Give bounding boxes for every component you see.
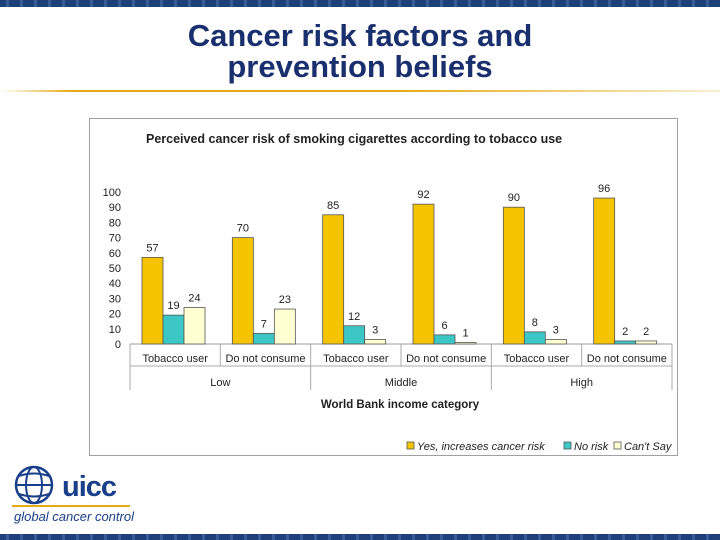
- data-label-s2-c3: 1: [462, 327, 468, 339]
- data-label-s2-c4: 3: [553, 324, 559, 336]
- bar-s0-c2: [322, 214, 345, 345]
- x-tick-label-5: Do not consume: [587, 353, 667, 365]
- x-tick-label-0: Tobacco user: [142, 353, 208, 365]
- logo-wordmark: uicc: [62, 471, 117, 503]
- y-tick-label-4: 40: [109, 278, 121, 290]
- bar-s0-c1: [231, 237, 254, 345]
- data-label-s1-c4: 8: [532, 317, 538, 329]
- data-label-s0-c3: 92: [417, 189, 429, 201]
- bar-s0-c5: [593, 197, 616, 345]
- y-tick-label-9: 90: [109, 202, 121, 214]
- slide-title-line-1: Cancer risk factors and: [187, 18, 533, 53]
- data-label-s1-c2: 12: [348, 311, 360, 323]
- data-label-s0-c1: 70: [237, 223, 249, 235]
- chart-title: Perceived cancer risk of smoking cigaret…: [146, 132, 562, 146]
- legend-label-1: No risk: [574, 441, 609, 453]
- y-tick-label-6: 60: [109, 248, 121, 260]
- data-label-s2-c0: 24: [188, 293, 200, 305]
- bar-s1-c0: [162, 314, 185, 345]
- data-label-s2-c2: 3: [372, 324, 378, 336]
- bar-s1-c4: [523, 331, 546, 345]
- title-underline: [0, 90, 720, 92]
- x-axis-label: World Bank income category: [321, 399, 480, 411]
- group-label-0: Low: [210, 377, 230, 389]
- bar-s1-c1: [252, 332, 275, 345]
- bar-s2-c0: [183, 307, 206, 345]
- data-label-s0-c4: 90: [508, 192, 520, 204]
- legend-swatch-2: [613, 441, 622, 450]
- slide-title-line-2: prevention beliefs: [227, 49, 493, 84]
- x-tick-label-2: Tobacco user: [323, 353, 389, 365]
- y-tick-label-1: 10: [109, 324, 121, 336]
- y-tick-label-3: 30: [109, 293, 121, 305]
- data-label-s1-c3: 6: [441, 320, 447, 332]
- globe-icon: [14, 465, 54, 505]
- data-label-s2-c1: 23: [279, 294, 291, 306]
- logo-divider: [12, 505, 130, 507]
- y-tick-label-10: 100: [103, 187, 121, 199]
- data-label-s1-c5: 2: [622, 326, 628, 338]
- x-tick-label-3: Do not consume: [406, 353, 486, 365]
- bottom-border-stripe: [0, 534, 720, 540]
- bar-s0-c4: [502, 206, 525, 345]
- y-tick-label-8: 80: [109, 217, 121, 229]
- data-label-s1-c0: 19: [167, 300, 179, 312]
- bar-chart: Perceived cancer risk of smoking cigaret…: [103, 132, 673, 453]
- data-label-s0-c5: 96: [598, 183, 610, 195]
- x-tick-label-4: Tobacco user: [504, 353, 570, 365]
- x-tick-label-1: Do not consume: [225, 353, 305, 365]
- data-label-s0-c2: 85: [327, 200, 339, 212]
- y-tick-label-7: 70: [109, 233, 121, 245]
- y-tick-label-5: 50: [109, 263, 121, 275]
- data-label-s2-c5: 2: [643, 326, 649, 338]
- bar-s2-c1: [273, 308, 296, 345]
- legend-swatch-1: [563, 441, 572, 450]
- data-label-s0-c0: 57: [146, 242, 158, 254]
- slide-title: Cancer risk factors and prevention belie…: [120, 20, 600, 82]
- top-border-stripe: [0, 0, 720, 7]
- bar-s1-c2: [343, 325, 366, 345]
- y-tick-label-0: 0: [115, 339, 121, 351]
- bar-s0-c3: [412, 203, 435, 345]
- y-tick-label-2: 20: [109, 309, 121, 321]
- group-label-2: High: [570, 377, 593, 389]
- group-label-1: Middle: [385, 377, 417, 389]
- bar-s2-c2: [364, 339, 387, 345]
- bar-s0-c0: [141, 256, 164, 345]
- chart-frame: [89, 118, 678, 456]
- legend-swatch-0: [406, 441, 415, 450]
- bar-s1-c5: [614, 340, 637, 345]
- bar-s2-c3: [454, 342, 477, 345]
- logo-tagline: global cancer control: [14, 509, 134, 524]
- data-label-s1-c1: 7: [261, 318, 267, 330]
- uicc-logo: uicc global cancer control: [12, 465, 137, 530]
- legend-label-0: Yes, increases cancer risk: [417, 441, 545, 453]
- bar-s2-c4: [544, 339, 567, 345]
- legend-label-2: Can't Say: [624, 441, 673, 453]
- bar-s2-c5: [635, 340, 658, 345]
- bar-s1-c3: [433, 334, 456, 345]
